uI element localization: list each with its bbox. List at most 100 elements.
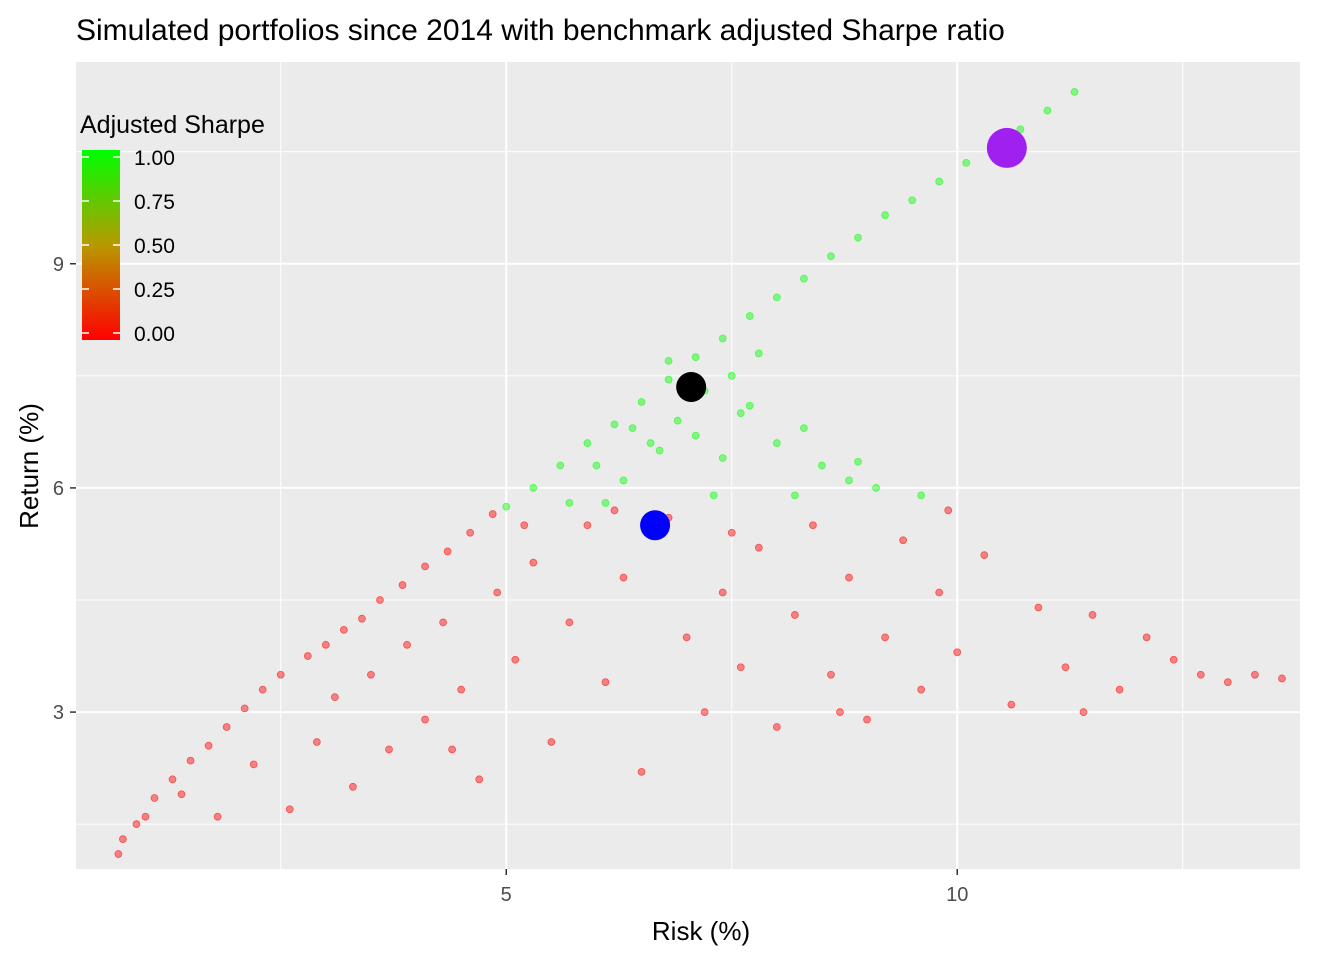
legend-ticks: 1.00 0.75 0.50 0.25 0.00 (82, 147, 175, 346)
portfolio-point (150, 794, 159, 802)
x-axis-label: Risk (%) (652, 916, 750, 946)
portfolio-point (285, 805, 294, 814)
portfolio-point (935, 177, 944, 186)
legend-label: 0.75 (134, 191, 175, 214)
legend-label: 0.25 (134, 279, 175, 302)
portfolio-point (727, 528, 736, 537)
portfolio-point (754, 543, 763, 552)
portfolio-point (655, 446, 664, 455)
portfolio-point (736, 409, 745, 418)
x-axis: 5 10 (501, 869, 968, 906)
x-tick-label: 10 (946, 884, 968, 906)
portfolio-point (836, 708, 844, 716)
y-axis-label: Return (%) (14, 403, 44, 529)
portfolio-point (529, 484, 538, 492)
portfolio-point (565, 498, 574, 507)
portfolio-point (1070, 87, 1079, 96)
portfolio-point (628, 424, 637, 433)
portfolio-point (1007, 700, 1016, 709)
portfolio-point (1079, 708, 1088, 716)
portfolio-point (240, 704, 249, 713)
portfolio-point (565, 618, 574, 627)
y-tick-label: 6 (53, 478, 64, 500)
portfolio-point (1061, 663, 1070, 672)
y-tick-label: 3 (53, 702, 64, 724)
portfolio-point (917, 685, 926, 694)
portfolio-point (790, 611, 799, 619)
portfolio-point (1088, 611, 1097, 619)
portfolio-point (899, 536, 908, 545)
portfolio-point (457, 685, 466, 694)
portfolio-point (276, 670, 285, 679)
legend-label: 0.50 (134, 235, 175, 258)
portfolio-point (818, 461, 826, 470)
portfolio-point (736, 663, 745, 672)
portfolio-point (682, 633, 691, 642)
portfolio-point (114, 850, 123, 858)
portfolio-point (619, 476, 628, 485)
portfolio-point (691, 431, 700, 440)
portfolio-point (141, 812, 150, 821)
portfolio-point (845, 476, 853, 485)
portfolio-point (493, 588, 502, 597)
portfolio-point (944, 506, 953, 515)
portfolio-point (592, 461, 601, 470)
portfolio-point (646, 439, 655, 447)
portfolio-point (772, 439, 781, 447)
portfolio-point (312, 738, 321, 746)
portfolio-point (754, 349, 763, 358)
portfolio-point (1223, 678, 1232, 687)
portfolio-point (854, 233, 862, 242)
chart-title: Simulated portfolios since 2014 with ben… (76, 14, 1005, 47)
portfolio-point (1016, 125, 1025, 134)
portfolio-point (303, 652, 312, 660)
portfolio-point (529, 558, 538, 567)
portfolio-point (790, 491, 799, 500)
portfolio-point (488, 510, 497, 518)
data-points (114, 87, 1286, 858)
portfolio-point (809, 521, 817, 530)
major-gridlines (76, 62, 1300, 869)
portfolio-point (132, 820, 141, 829)
portfolio-point (583, 521, 592, 530)
portfolio-point (962, 158, 971, 167)
portfolio-point (727, 371, 736, 380)
y-tick-label: 9 (53, 254, 64, 276)
portfolio-point (980, 551, 989, 560)
portfolio-point (610, 506, 619, 515)
portfolio-point (403, 640, 411, 649)
portfolio-point (827, 670, 835, 679)
portfolio-point (421, 562, 429, 571)
portfolio-point (511, 655, 520, 664)
portfolio-point (547, 738, 556, 746)
y-axis: 3 6 9 (53, 254, 76, 724)
portfolio-point (439, 618, 448, 627)
portfolio-point (664, 375, 673, 384)
portfolio-point (520, 521, 529, 530)
portfolio-point (1278, 674, 1286, 683)
portfolio-point (448, 745, 457, 754)
portfolio-point (718, 334, 727, 343)
plot-background (76, 62, 1300, 869)
portfolio-point (637, 398, 646, 406)
portfolio-point (213, 812, 222, 821)
portfolio-point (673, 416, 682, 425)
portfolio-point (718, 454, 727, 462)
portfolio-point (1169, 655, 1178, 664)
highlight-point (676, 372, 707, 403)
portfolio-point (1034, 603, 1043, 612)
portfolio-point (610, 420, 619, 429)
portfolio-point (1115, 685, 1124, 694)
portfolio-point (502, 502, 511, 511)
portfolio-point (718, 588, 727, 597)
portfolio-point (800, 424, 808, 433)
portfolio-point (845, 573, 853, 582)
portfolio-point (772, 723, 781, 731)
portfolio-point (421, 715, 429, 724)
portfolio-point (601, 678, 610, 687)
portfolio-point (745, 312, 754, 320)
portfolio-point (1251, 670, 1259, 679)
portfolio-point (330, 693, 339, 702)
portfolio-point (953, 648, 962, 657)
